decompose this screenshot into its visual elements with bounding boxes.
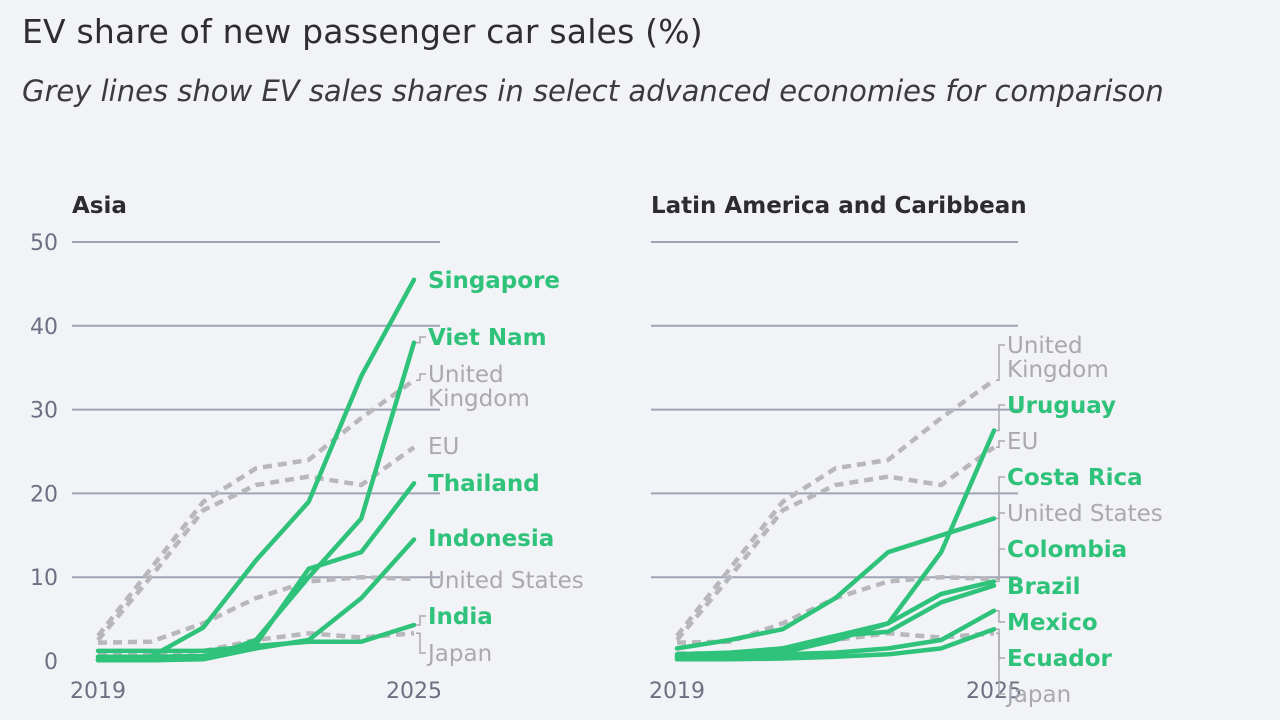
- latin-america-and-caribbean-series-japan-leader: [996, 632, 1005, 695]
- latin-america-and-caribbean-series-mexico-label: Mexico: [1007, 610, 1098, 636]
- asia-series-indonesia-label-line: Indonesia: [428, 526, 554, 552]
- latin-america-and-caribbean-series-mexico-label-line: Mexico: [1007, 610, 1098, 636]
- asia-series-india-label-line: India: [428, 604, 493, 630]
- latin-america-and-caribbean-series-ecuador-line: [674, 626, 997, 662]
- asia-y-tick-30: 30: [30, 399, 58, 424]
- latin-america-and-caribbean-series-costa-rica-leader: [996, 476, 1005, 520]
- latin-america-and-caribbean-series-mexico-leader: [996, 609, 1005, 623]
- latin-america-and-caribbean-series-japan-label: Japan: [1005, 682, 1071, 708]
- latin-america-and-caribbean-series-brazil-label: Brazil: [1007, 574, 1081, 600]
- chart-subtitle: Grey lines show EV sales shares in selec…: [22, 74, 1164, 108]
- latin-america-and-caribbean-series-eu-line: [675, 445, 996, 642]
- latin-america-and-caribbean-x-tick-2019: 2019: [649, 679, 705, 704]
- latin-america-and-caribbean-series-ecuador-label: Ecuador: [1007, 646, 1113, 672]
- asia-series-japan-leader: [416, 632, 426, 654]
- latin-america-and-caribbean-series-mexico-line: [674, 608, 997, 660]
- asia-series-viet-nam-line: [95, 340, 417, 663]
- asia-series-indonesia-label: Indonesia: [428, 526, 554, 552]
- latin-america-and-caribbean-panel-title: Latin America and Caribbean: [651, 193, 1027, 219]
- asia-series-eu-line: [96, 445, 416, 642]
- latin-america-and-caribbean-series-eu-label: EU: [1007, 429, 1038, 455]
- asia-series-singapore-label-line: Singapore: [428, 268, 560, 294]
- asia-series-viet-nam-label-line: Viet Nam: [428, 325, 547, 351]
- chart-title: EV share of new passenger car sales (%): [22, 12, 703, 51]
- latin-america-and-caribbean-series-united-states-label-line: United States: [1007, 501, 1163, 527]
- asia-series-united-kingdom-label: United Kingdom: [428, 362, 530, 412]
- asia-x-tick-2025: 2025: [386, 679, 442, 704]
- asia-series-thailand-label-line: Thailand: [428, 471, 540, 497]
- asia-series-united-kingdom-leader: [416, 373, 426, 382]
- asia-series-eu-label-line: EU: [428, 434, 459, 460]
- asia-series-thailand-line: [95, 481, 417, 660]
- asia-panel-title: Asia: [72, 193, 127, 219]
- asia-series-united-states-label: United States: [428, 568, 584, 594]
- latin-america-and-caribbean-series-united-kingdom-leader: [996, 344, 1005, 382]
- asia-series-united-kingdom-label-line: United: [428, 362, 504, 388]
- asia-series-japan-label: Japan: [426, 641, 492, 667]
- asia-series-japan-label-line: Japan: [426, 641, 492, 667]
- latin-america-and-caribbean-series-eu-label-line: EU: [1007, 429, 1038, 455]
- latin-america-and-caribbean-series-brazil-label-line: Brazil: [1007, 574, 1081, 600]
- latin-america-and-caribbean-series-uruguay-label-line: Uruguay: [1007, 393, 1116, 419]
- asia-series-united-states-line: [97, 574, 415, 645]
- asia-y-tick-40: 40: [30, 315, 58, 340]
- asia-y-tick-20: 20: [30, 482, 58, 507]
- latin-america-and-caribbean-series-colombia-leader: [996, 548, 1005, 583]
- asia-series-viet-nam-label: Viet Nam: [428, 325, 547, 351]
- asia-y-tick-0: 0: [44, 650, 58, 675]
- latin-america-and-caribbean-x-tick-2025: 2025: [966, 679, 1022, 704]
- asia-series-viet-nam-leader: [416, 336, 426, 344]
- latin-america-and-caribbean-series-united-kingdom-line: [675, 378, 996, 638]
- asia-series-united-kingdom-label-line: Kingdom: [428, 386, 530, 412]
- latin-america-and-caribbean-series-costa-rica-line: [674, 516, 997, 651]
- asia-series-india-leader: [416, 615, 426, 626]
- latin-america-and-caribbean-series-uruguay-label: Uruguay: [1007, 393, 1116, 419]
- latin-america-and-caribbean-series-ecuador-label-line: Ecuador: [1007, 646, 1113, 672]
- latin-america-and-caribbean-series-united-kingdom-label-line: Kingdom: [1007, 357, 1109, 383]
- asia-series-united-kingdom-line: [96, 378, 416, 638]
- latin-america-and-caribbean-series-united-kingdom-label: United Kingdom: [1007, 333, 1109, 383]
- latin-america-and-caribbean-series-brazil-line: [674, 583, 997, 660]
- latin-america-and-caribbean-series-uruguay-leader: [996, 404, 1005, 432]
- asia-series-india-line: [95, 622, 417, 654]
- latin-america-and-caribbean-series-united-states-leader: [996, 512, 1005, 580]
- latin-america-and-caribbean-series-colombia-label: Colombia: [1007, 537, 1127, 563]
- latin-america-and-caribbean-series-costa-rica-label-line: Costa Rica: [1007, 465, 1143, 491]
- latin-america-and-caribbean-series-united-states-label: United States: [1007, 501, 1163, 527]
- asia-series-japan-line: [98, 631, 415, 656]
- asia-x-tick-2019: 2019: [70, 679, 126, 704]
- latin-america-and-caribbean-series-eu-leader: [996, 440, 1005, 449]
- asia-series-singapore-label: Singapore: [428, 268, 560, 294]
- latin-america-and-caribbean-series-japan-label-line: Japan: [1005, 682, 1071, 708]
- latin-america-and-caribbean-series-united-states-line: [676, 574, 995, 645]
- asia-series-united-states-label-line: United States: [428, 568, 584, 594]
- asia-series-thailand-label: Thailand: [428, 471, 540, 497]
- asia-y-tick-10: 10: [30, 566, 58, 591]
- latin-america-and-caribbean-series-costa-rica-label: Costa Rica: [1007, 465, 1143, 491]
- asia-y-tick-50: 50: [30, 231, 58, 256]
- asia-series-eu-label: EU: [428, 434, 459, 460]
- asia-series-india-label: India: [428, 604, 493, 630]
- latin-america-and-caribbean-series-uruguay-line: [674, 428, 997, 662]
- latin-america-and-caribbean-series-colombia-label-line: Colombia: [1007, 537, 1127, 563]
- latin-america-and-caribbean-series-united-kingdom-label-line: United: [1007, 333, 1083, 359]
- asia-series-indonesia-line: [95, 537, 417, 663]
